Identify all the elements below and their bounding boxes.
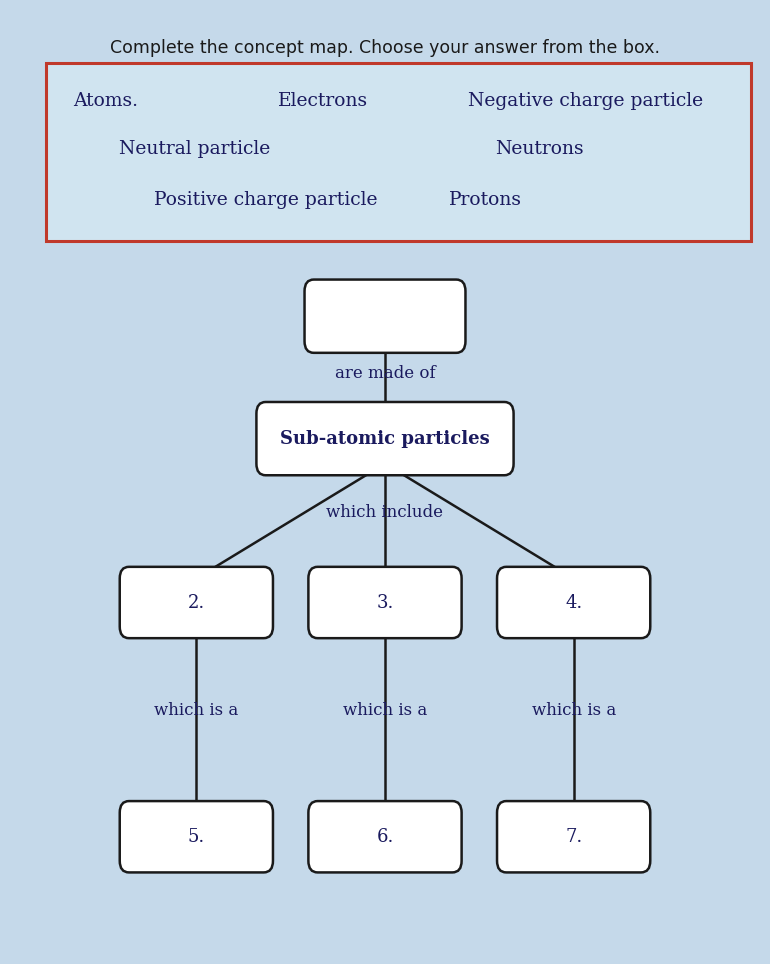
FancyBboxPatch shape xyxy=(497,567,650,638)
FancyBboxPatch shape xyxy=(304,280,465,353)
FancyBboxPatch shape xyxy=(120,567,273,638)
FancyBboxPatch shape xyxy=(46,63,751,241)
Text: Atoms.: Atoms. xyxy=(73,93,138,110)
Text: which is a: which is a xyxy=(343,702,427,719)
Text: which is a: which is a xyxy=(531,702,616,719)
Text: 5.: 5. xyxy=(188,828,205,845)
Text: Electrons: Electrons xyxy=(278,93,369,110)
Text: which include: which include xyxy=(326,504,444,522)
Text: 7.: 7. xyxy=(565,828,582,845)
Text: which is a: which is a xyxy=(154,702,239,719)
Text: Sub-atomic particles: Sub-atomic particles xyxy=(280,430,490,447)
FancyBboxPatch shape xyxy=(256,402,514,475)
Text: 3.: 3. xyxy=(377,594,393,611)
Text: Neutral particle: Neutral particle xyxy=(119,141,270,158)
Text: Positive charge particle: Positive charge particle xyxy=(154,191,377,208)
FancyBboxPatch shape xyxy=(497,801,650,872)
Text: 4.: 4. xyxy=(565,594,582,611)
Text: Negative charge particle: Negative charge particle xyxy=(467,93,703,110)
Text: 2.: 2. xyxy=(188,594,205,611)
Text: 6.: 6. xyxy=(377,828,393,845)
Text: Protons: Protons xyxy=(449,191,521,208)
FancyBboxPatch shape xyxy=(308,801,461,872)
FancyBboxPatch shape xyxy=(308,567,461,638)
Text: Complete the concept map. Choose your answer from the box.: Complete the concept map. Choose your an… xyxy=(110,39,660,57)
Text: Neutrons: Neutrons xyxy=(494,141,584,158)
FancyBboxPatch shape xyxy=(120,801,273,872)
Text: are made of: are made of xyxy=(335,364,435,382)
